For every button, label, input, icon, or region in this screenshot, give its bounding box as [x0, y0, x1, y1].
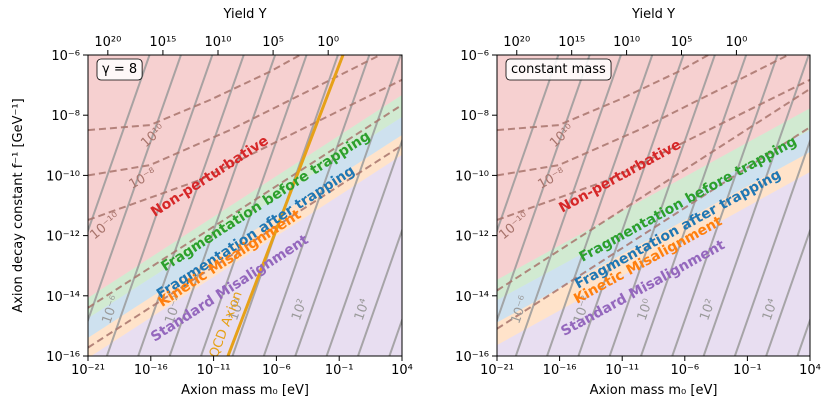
x-tick-label: 10⁻¹: [325, 363, 354, 378]
region: [88, 94, 402, 319]
dashed-contour: [497, 78, 810, 221]
gray-contour: [640, 55, 748, 356]
x2-tick-label: 10¹⁰: [205, 35, 232, 50]
region: [88, 117, 402, 338]
annotation-box: [96, 58, 143, 81]
x-tick-label: 10⁻¹⁶: [134, 363, 168, 378]
contour-label: 10⁰: [635, 297, 656, 322]
contour-label: 10²: [289, 297, 310, 323]
x-axis-label: Axion mass m₀ [eV]: [590, 383, 718, 398]
axes-frame: [87, 54, 403, 357]
dashed-contour: [88, 78, 402, 221]
gray-contour: [702, 55, 810, 356]
annotation: constant mass: [511, 62, 606, 77]
y-tick-label: 10⁻¹⁰: [46, 169, 80, 184]
annotation: γ = 8: [102, 62, 137, 77]
region: [88, 154, 402, 356]
y-axis-label: Axion decay constant f⁻¹ [GeV⁻¹]: [11, 98, 26, 312]
gray-contour: [88, 55, 182, 324]
contour-label: 10⁴: [352, 297, 373, 323]
gray-contour: [388, 317, 402, 356]
x2-axis-label: Yield Y: [222, 7, 266, 22]
dashed-contour: [88, 104, 402, 309]
dashed-contour: [497, 88, 810, 292]
contour-label: 10²: [697, 297, 718, 322]
region: [88, 55, 402, 298]
region: [497, 171, 810, 356]
dashed-contour: [88, 144, 402, 349]
gray-contour: [325, 137, 402, 356]
x-axis-label: Axion mass m₀ [eV]: [181, 383, 309, 398]
x-tick-label: 10⁻¹¹: [197, 363, 231, 378]
dashed-contour: [497, 126, 810, 330]
dashed-contour: [88, 55, 301, 132]
dashed-contour: [497, 55, 709, 132]
x2-axis-label: Yield Y: [631, 7, 675, 22]
qcd-line: [226, 55, 345, 356]
x-tick-label: 10⁻²¹: [480, 363, 514, 378]
x2-tick-label: 10⁵: [671, 35, 693, 50]
region: [497, 151, 810, 346]
gray-contour: [200, 55, 308, 356]
x2-tick-label: 10²⁰: [503, 35, 530, 50]
gray-contour: [497, 55, 560, 234]
contour-label: 10⁰: [226, 297, 247, 323]
y-tick-label: 10⁻⁸: [51, 109, 80, 124]
gray-contour: [357, 227, 402, 356]
plot-area: 10⁻⁶ 10⁻² 10⁰ 10² 10⁴10¹⁰10⁻⁸10⁻¹⁰Non-pertur…: [497, 55, 810, 356]
region: [497, 55, 810, 280]
y-tick-label: 10⁻¹⁶: [455, 350, 489, 365]
x2-tick-label: 10¹⁰: [613, 35, 640, 50]
region: [497, 108, 810, 301]
x-tick-label: 10⁻⁶: [670, 363, 699, 378]
contour-label: 10⁴: [760, 297, 781, 322]
y-tick-label: 10⁻⁶: [460, 49, 489, 64]
x2-tick-label: 10²⁰: [94, 35, 121, 50]
x-tick-label: 10⁴: [391, 363, 413, 378]
x-tick-label: 10⁴: [799, 363, 821, 378]
y-tick-label: 10⁻¹²: [455, 230, 489, 245]
gray-contour: [105, 55, 214, 356]
gray-contour: [137, 55, 245, 356]
annotation-box: [505, 58, 612, 81]
gray-contour: [733, 137, 810, 356]
x2-tick-label: 10¹⁵: [558, 35, 585, 50]
gray-contour: [168, 55, 277, 356]
x2-tick-label: 10⁰: [317, 35, 339, 50]
y-tick-label: 10⁻¹⁴: [455, 290, 489, 305]
x-tick-label: 10⁻²¹: [71, 363, 105, 378]
y-tick-label: 10⁻¹⁶: [46, 350, 80, 365]
gray-contour: [577, 55, 685, 356]
y-tick-label: 10⁻⁸: [460, 109, 489, 124]
x-tick-label: 10⁻¹: [733, 363, 762, 378]
x-tick-label: 10⁻¹¹: [605, 363, 639, 378]
gray-contour: [88, 55, 151, 234]
gray-contour: [546, 55, 654, 356]
gray-contour: [294, 55, 402, 356]
gray-contour: [765, 227, 810, 356]
gray-contour: [514, 55, 622, 356]
x2-tick-label: 10⁵: [262, 35, 284, 50]
y-tick-label: 10⁻¹⁴: [46, 290, 80, 305]
x2-tick-label: 10⁰: [726, 35, 748, 50]
axes-frame: [496, 54, 811, 357]
y-tick-label: 10⁻¹²: [46, 230, 80, 245]
dashed-contour: [497, 55, 789, 177]
x2-tick-label: 10¹⁵: [149, 35, 176, 50]
x-tick-label: 10⁻¹⁶: [543, 363, 577, 378]
x-tick-label: 10⁻⁶: [262, 363, 291, 378]
y-tick-label: 10⁻⁶: [51, 49, 80, 64]
gray-contour: [608, 55, 716, 356]
gray-contour: [497, 55, 591, 324]
y-tick-label: 10⁻¹⁰: [455, 169, 489, 184]
